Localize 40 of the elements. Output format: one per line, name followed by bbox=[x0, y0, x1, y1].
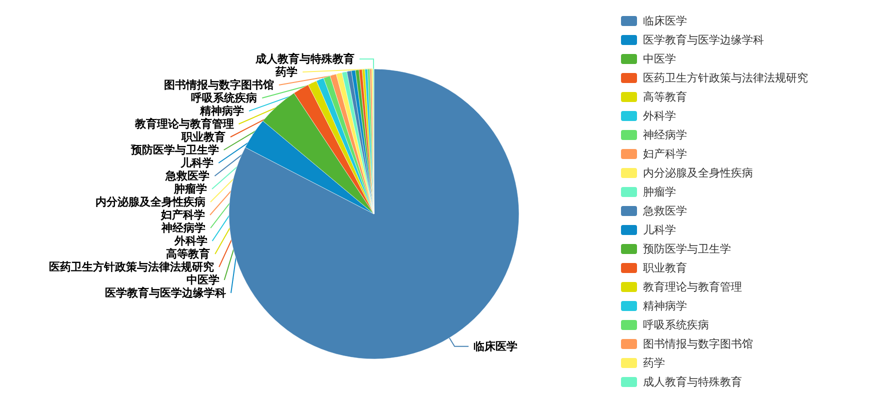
slice-label: 呼吸系统疾病 bbox=[191, 92, 258, 104]
slice-label: 图书情报与数字图书馆 bbox=[164, 78, 274, 92]
legend-label: 职业教育 bbox=[643, 262, 687, 274]
legend-label: 妇产科学 bbox=[643, 148, 687, 160]
slice-label: 精神病学 bbox=[199, 104, 244, 118]
slice-label: 医学教育与医学边缘学科 bbox=[104, 286, 226, 300]
legend-label: 呼吸系统疾病 bbox=[643, 318, 709, 332]
slice-label: 神经病学 bbox=[160, 222, 206, 234]
slice-label: 中医学 bbox=[186, 274, 220, 286]
slice-label: 外科学 bbox=[173, 234, 208, 248]
slice-label: 儿科学 bbox=[180, 156, 214, 170]
legend-label: 成人教育与特殊教育 bbox=[643, 376, 742, 388]
slice-label: 内分泌腺及全身性疾病 bbox=[95, 196, 206, 208]
legend-label: 图书情报与数字图书馆 bbox=[643, 338, 753, 350]
legend-label: 肿瘤学 bbox=[643, 186, 676, 198]
slice-label: 成人教育与特殊教育 bbox=[254, 52, 355, 66]
slice-label: 教育理论与教育管理 bbox=[134, 118, 234, 130]
legend-label: 中医学 bbox=[643, 52, 676, 66]
legend-label: 急救医学 bbox=[642, 204, 687, 218]
legend-label: 预防医学与卫生学 bbox=[643, 242, 731, 256]
legend-label: 精神病学 bbox=[643, 300, 687, 312]
legend-label: 医学教育与医学边缘学科 bbox=[643, 34, 764, 46]
slice-label: 临床医学 bbox=[474, 340, 518, 353]
slice-label: 妇产科学 bbox=[160, 208, 206, 222]
legend-label: 内分泌腺及全身性疾病 bbox=[643, 166, 753, 180]
legend-label: 临床医学 bbox=[643, 14, 687, 28]
slice-label: 肿瘤学 bbox=[173, 182, 208, 196]
slice-label: 急救医学 bbox=[164, 170, 210, 182]
legend-label: 高等教育 bbox=[643, 90, 687, 104]
legend-label: 儿科学 bbox=[643, 224, 676, 236]
slice-label: 药学 bbox=[274, 66, 298, 78]
legend-label: 医药卫生方针政策与法律法规研究 bbox=[643, 72, 808, 84]
legend-label: 外科学 bbox=[643, 110, 676, 122]
slice-label: 医药卫生方针政策与法律法规研究 bbox=[49, 260, 214, 274]
slice-label: 高等教育 bbox=[166, 248, 210, 260]
slice-label: 预防医学与卫生学 bbox=[130, 144, 219, 156]
legend-label: 药学 bbox=[643, 356, 665, 370]
legend-label: 神经病学 bbox=[643, 128, 687, 142]
slice-label: 职业教育 bbox=[180, 130, 226, 144]
legend-label: 教育理论与教育管理 bbox=[643, 280, 742, 294]
